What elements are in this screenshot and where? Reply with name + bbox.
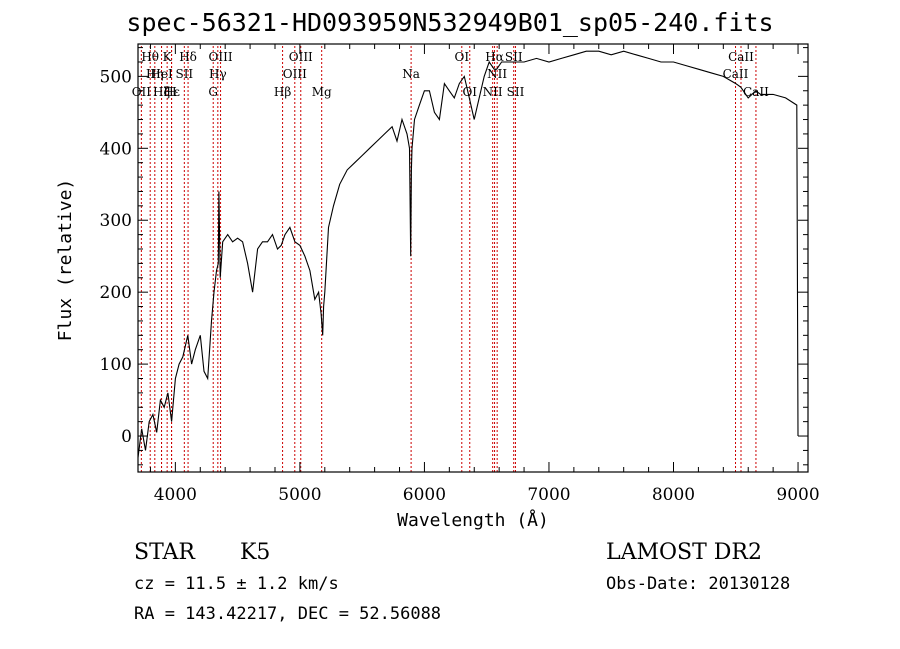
line-marker-label: G	[208, 85, 218, 99]
line-marker-label: Hε	[163, 85, 180, 99]
y-axis-label: Flux (relative)	[55, 178, 76, 342]
line-marker-label: CaII	[723, 67, 749, 81]
line-marker-label: Hγ	[209, 67, 227, 81]
line-marker-label: CaII	[728, 50, 754, 64]
chart-title: spec-56321-HD093959N532949B01_sp05-240.f…	[126, 8, 774, 37]
line-marker-label: K	[163, 50, 173, 64]
emission-line-markers	[140, 46, 757, 472]
x-axis-ticks: 4000 5000 6000 7000 8000 9000	[149, 44, 820, 505]
y-tick-label: 500	[100, 67, 132, 87]
redshift-text: cz = 11.5 ± 1.2 km/s	[134, 574, 339, 594]
y-tick-label: 200	[100, 283, 132, 303]
line-marker-label: H	[166, 85, 176, 99]
line-marker-label: SII	[175, 67, 193, 81]
line-marker-label: Hζ	[153, 85, 170, 99]
line-marker-label: Hα	[485, 50, 504, 64]
x-tick-label: 6000	[403, 485, 446, 505]
survey-name: LAMOST DR2	[606, 540, 762, 565]
line-marker-label: OIII	[209, 50, 233, 64]
object-class: STAR	[134, 540, 195, 565]
line-marker-label: Hη	[146, 67, 164, 81]
line-marker-label: NII	[487, 67, 507, 81]
line-marker-label: OII	[132, 85, 152, 99]
y-tick-label: 300	[100, 211, 132, 231]
line-marker-label: CaII	[743, 85, 769, 99]
plot-frame	[137, 43, 809, 473]
line-marker-label: Mg	[312, 85, 332, 99]
y-tick-label: 400	[100, 139, 132, 159]
line-marker-label: Hβ	[274, 85, 291, 99]
line-marker-label: SII	[505, 50, 523, 64]
line-marker-label: NII	[483, 85, 503, 99]
spectrum-line	[137, 50, 799, 458]
line-marker-label: Hδ	[179, 50, 197, 64]
object-subclass: K5	[240, 540, 271, 565]
line-marker-label: Hθ	[141, 50, 159, 64]
x-tick-label: 4000	[154, 485, 197, 505]
x-tick-label: 5000	[278, 485, 321, 505]
line-marker-label: OI	[462, 85, 477, 99]
line-marker-label: Na	[402, 67, 420, 81]
x-axis-label: Wavelength (Å)	[397, 510, 549, 531]
line-marker-label: SII	[507, 85, 525, 99]
y-axis-ticks: 0 100 200 300 400 500	[100, 47, 808, 466]
line-marker-label: HeI	[150, 67, 173, 81]
line-marker-label: OIII	[289, 50, 313, 64]
line-marker-label: OI	[455, 50, 470, 64]
y-tick-label: 0	[121, 427, 132, 447]
y-tick-label: 100	[100, 355, 132, 375]
obs-date: Obs-Date: 20130128	[606, 574, 791, 594]
x-tick-label: 9000	[776, 485, 819, 505]
x-tick-label: 8000	[652, 485, 695, 505]
line-marker-label: OIII	[283, 67, 307, 81]
x-tick-label: 7000	[527, 485, 570, 505]
coordinates: RA = 143.42217, DEC = 52.56088	[134, 604, 442, 624]
